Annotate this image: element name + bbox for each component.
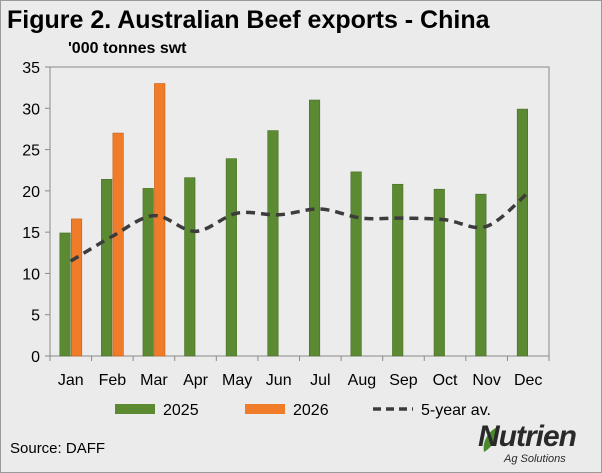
x-tick-label: Jan [58,372,84,389]
leaf-icon [483,426,500,452]
bar-2026 [112,132,124,357]
x-tick-label: Apr [183,372,209,389]
chart-title: Figure 2. Australian Beef exports - Chin… [7,6,490,34]
y-tick-label: 20 [22,184,40,201]
bar-2025 [392,183,404,357]
company-logo: Nutrien Ag Solutions [478,420,593,468]
plot-area [49,66,550,357]
logo-word: Nutrien [478,420,577,453]
y-tick-label: 10 [22,266,40,283]
bar-2026 [70,218,83,357]
legend-label: 2025 [163,402,199,419]
x-tick-label: Dec [514,372,542,389]
legend-label: 5-year av. [421,402,491,419]
source-label: Source: DAFF [10,440,106,457]
bar-2026 [154,83,166,357]
y-tick-label: 5 [31,308,40,325]
y-tick-label: 25 [22,143,40,160]
legend-swatch [115,404,155,414]
x-tick-label: Jul [310,372,330,389]
bar-2025 [101,178,113,357]
legend-label: 2026 [293,402,329,419]
bar-2025 [350,171,362,357]
x-tick-label: Mar [140,372,168,389]
x-tick-label: Nov [472,372,500,389]
y-tick-label: 30 [22,101,40,118]
x-tick-label: May [222,372,252,389]
bar-2025 [433,188,445,357]
y-tick-label: 0 [31,349,40,366]
x-tick-label: Feb [99,372,127,389]
bar-2025 [308,99,321,357]
bar-2025 [184,177,196,357]
bar-2025 [142,188,154,357]
x-tick-label: Jun [266,372,292,389]
y-tick-label: 35 [22,60,40,77]
bar-2025 [267,130,279,357]
x-tick-label: Aug [348,372,376,389]
bar-2025 [225,158,237,357]
x-tick-label: Oct [433,372,458,389]
y-tick-label: 15 [22,225,40,242]
logo-subtitle: Ag Solutions [504,453,566,465]
legend-swatch [245,404,285,414]
x-tick-label: Sep [389,372,418,389]
bar-2025 [475,193,487,357]
bar-2025 [516,108,529,357]
bar-2025 [59,232,71,357]
unit-label: '000 tonnes swt [68,40,187,57]
line-5-year-average [69,191,530,263]
